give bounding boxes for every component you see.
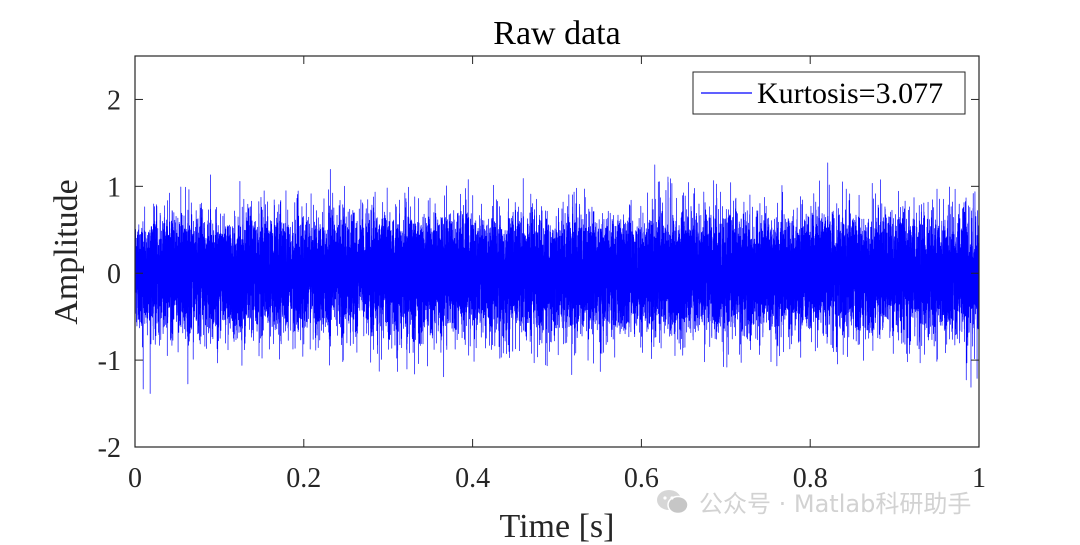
x-tick-label: 1 bbox=[972, 463, 986, 494]
watermark: 公众号 · Matlab科研助手 bbox=[655, 484, 971, 519]
x-axis: 0 0.2 0.4 0.6 0.8 1 bbox=[128, 56, 986, 494]
x-tick-label: 0.4 bbox=[455, 463, 490, 494]
y-tick-label: 2 bbox=[107, 85, 121, 116]
axes-box bbox=[134, 55, 980, 448]
y-tick-label: -1 bbox=[98, 346, 121, 377]
legend: Kurtosis=3.077 bbox=[692, 71, 966, 115]
x-tick-label: 0.2 bbox=[286, 463, 321, 494]
watermark-text: 公众号 · Matlab科研助手 bbox=[699, 490, 972, 518]
x-tick-label: 0 bbox=[128, 463, 142, 494]
x-tick-label: 0.6 bbox=[624, 463, 659, 494]
y-axis-label: Amplitude bbox=[48, 179, 85, 324]
plot-area bbox=[134, 162, 980, 394]
series-line bbox=[134, 162, 980, 394]
x-axis-label: Time [s] bbox=[500, 508, 615, 545]
y-tick-label: -2 bbox=[98, 433, 121, 464]
chart-title: Raw data bbox=[493, 15, 620, 52]
y-axis: -2 -1 0 1 2 bbox=[98, 85, 979, 464]
y-tick-label: 0 bbox=[107, 259, 121, 290]
x-tick-label: 0.8 bbox=[793, 463, 828, 494]
wechat-icon bbox=[657, 489, 689, 514]
legend-entry-label: Kurtosis=3.077 bbox=[757, 77, 943, 110]
y-tick-label: 1 bbox=[107, 172, 121, 203]
